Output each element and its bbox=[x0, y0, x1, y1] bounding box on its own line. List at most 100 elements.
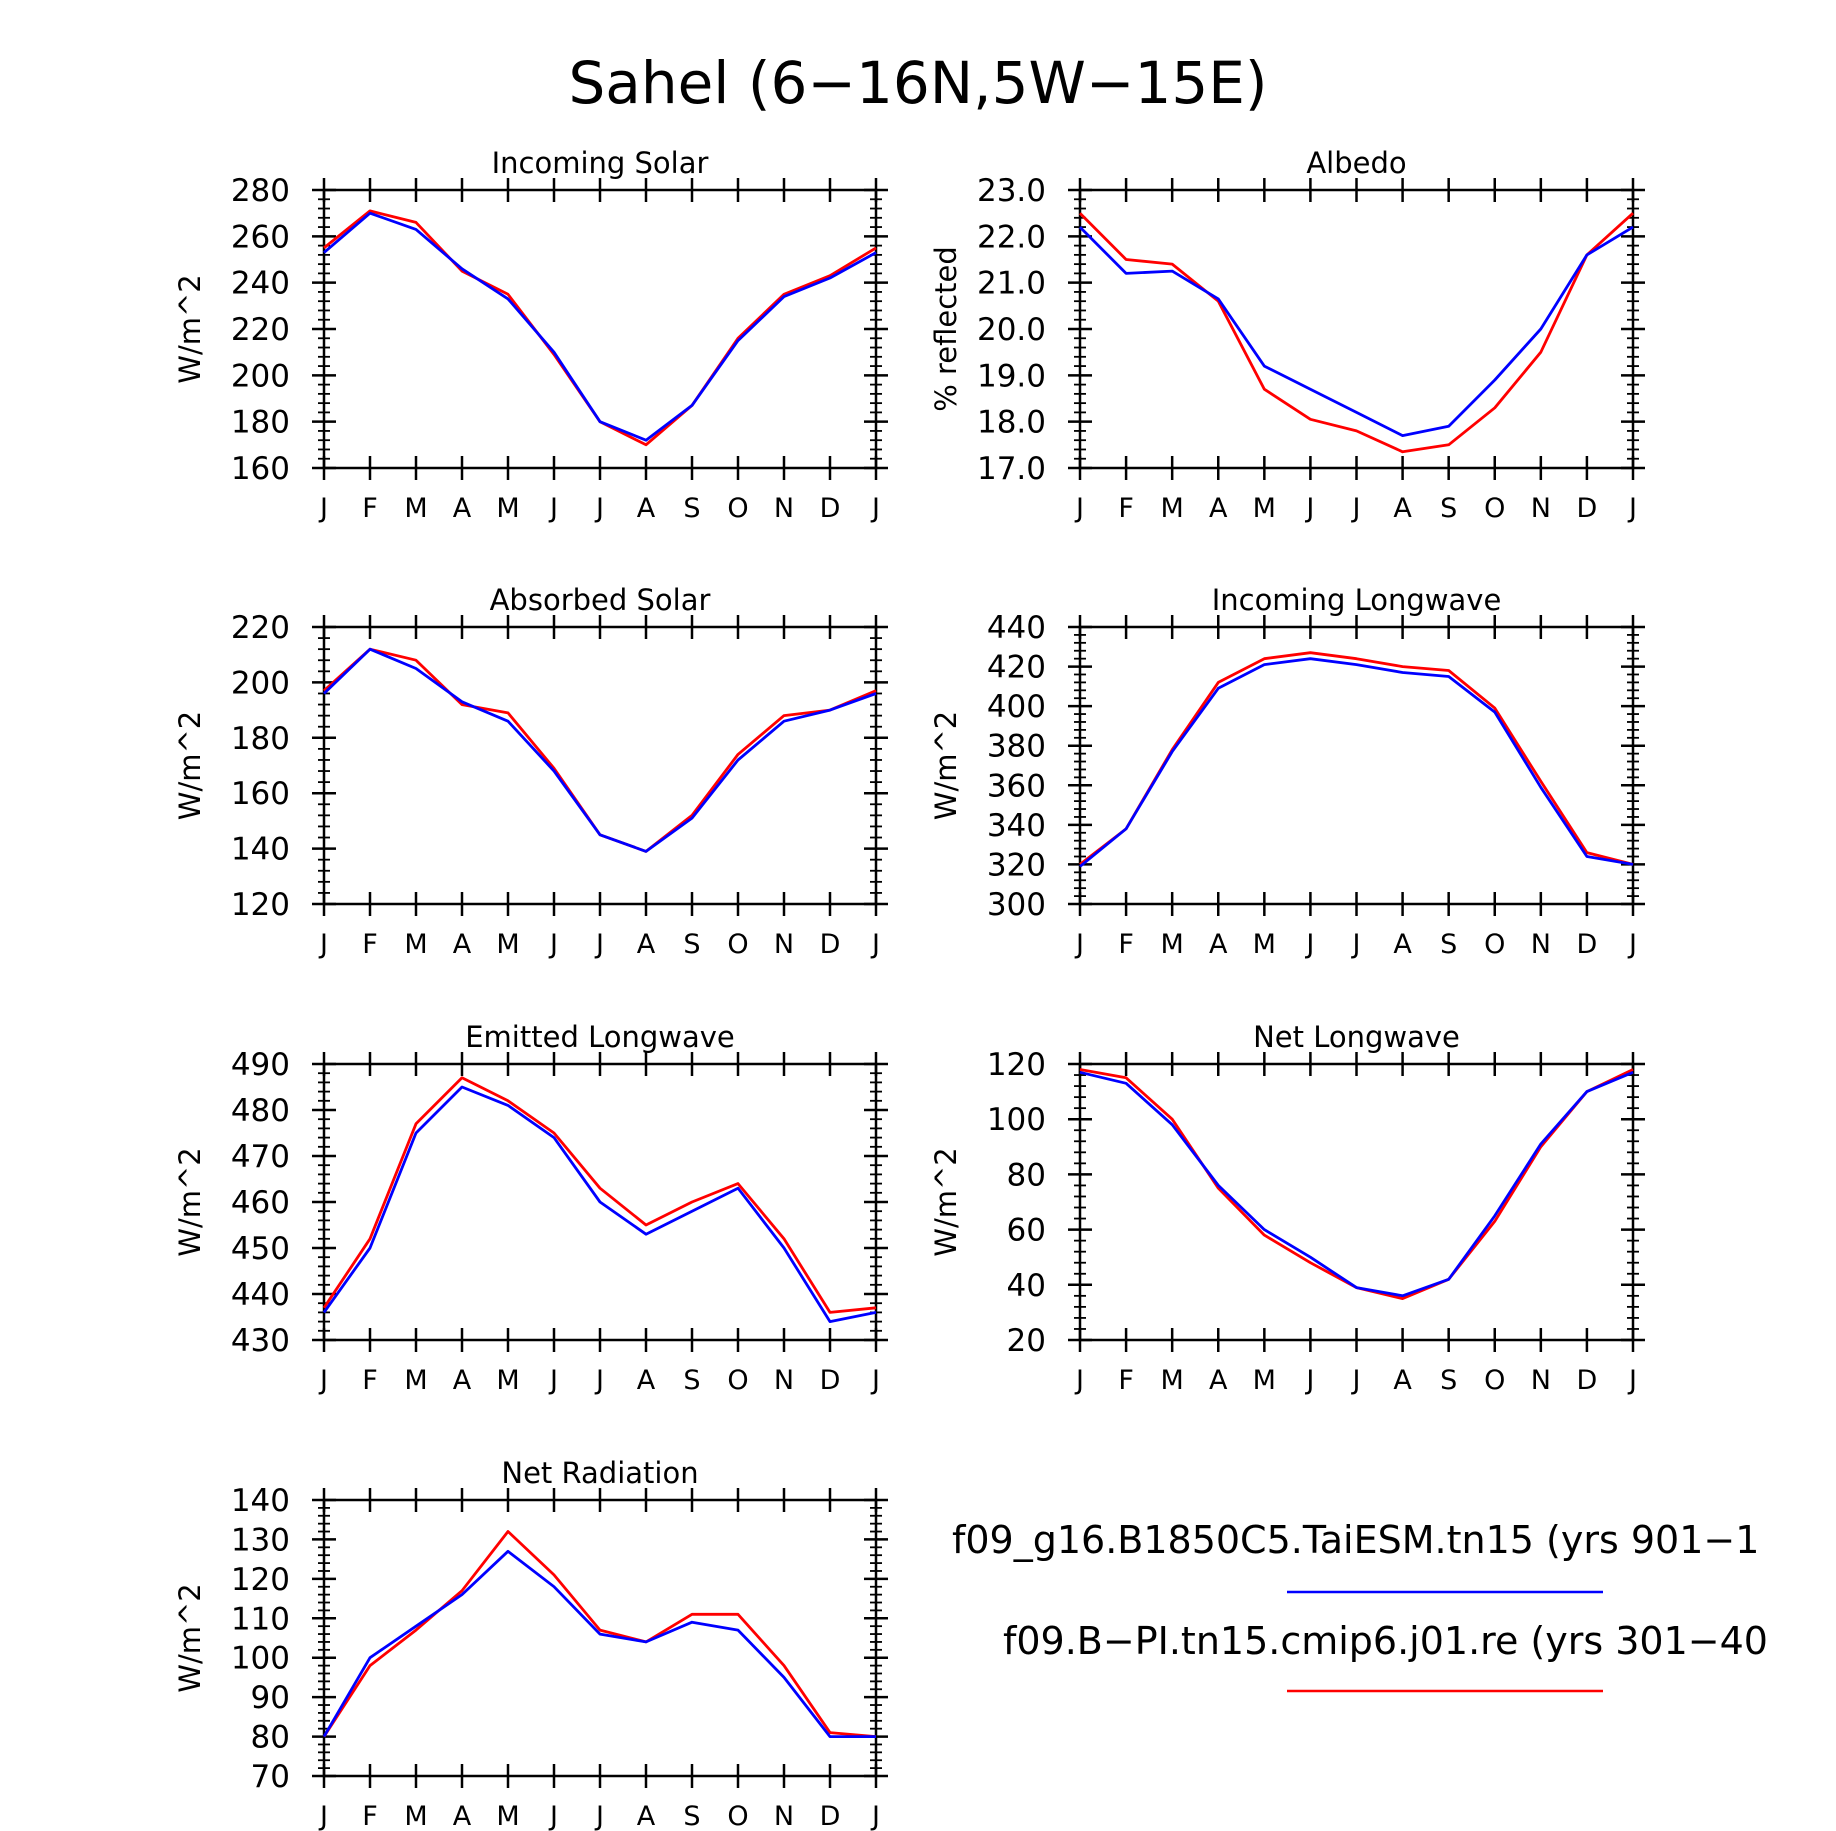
y-tick-label: 120 bbox=[231, 1562, 290, 1598]
x-tick-label: J bbox=[548, 1365, 558, 1396]
y-tick-label: 340 bbox=[987, 808, 1046, 844]
x-tick-label: A bbox=[1209, 493, 1228, 524]
panel-incoming-longwave: J F M A M J J A S O N D J300320340360380400420440Inc… bbox=[929, 583, 1645, 960]
x-tick-label: M bbox=[1253, 929, 1276, 960]
y-tick-label: 320 bbox=[987, 847, 1046, 883]
x-tick-label: M bbox=[496, 1365, 519, 1396]
x-tick-label: J bbox=[1627, 493, 1637, 524]
y-tick-label: 130 bbox=[231, 1522, 290, 1558]
y-tick-label: 80 bbox=[1007, 1157, 1046, 1193]
x-tick-label: J bbox=[1351, 929, 1361, 960]
x-tick-label: J bbox=[870, 493, 880, 524]
y-tick-label: 260 bbox=[231, 219, 290, 255]
y-tick-label: 110 bbox=[231, 1601, 290, 1637]
series-line-red bbox=[322, 1530, 877, 1738]
series-line-red bbox=[1079, 212, 1634, 454]
x-tick-label: J bbox=[870, 1365, 880, 1396]
x-tick-label: S bbox=[683, 1801, 700, 1831]
y-tick-label: 23.0 bbox=[977, 173, 1046, 209]
x-tick-label: M bbox=[1253, 493, 1276, 524]
x-tick-label: J bbox=[1074, 1365, 1084, 1396]
y-tick-label: 70 bbox=[251, 1759, 290, 1795]
x-tick-label: O bbox=[727, 1801, 748, 1831]
y-axis-label: W/m^2 bbox=[173, 711, 207, 820]
y-tick-label: 180 bbox=[231, 721, 290, 757]
x-tick-label: A bbox=[453, 1801, 472, 1831]
x-tick-label: A bbox=[1393, 929, 1412, 960]
x-tick-label: F bbox=[362, 929, 378, 960]
x-tick-label: J bbox=[1304, 929, 1314, 960]
x-tick-label: J bbox=[1627, 929, 1637, 960]
x-tick-label: J bbox=[318, 1365, 328, 1396]
figure-title: Sahel (6−16N,5W−15E) bbox=[568, 49, 1267, 117]
x-tick-label: J bbox=[548, 493, 558, 524]
x-tick-label: A bbox=[453, 929, 472, 960]
x-tick-label: A bbox=[637, 493, 656, 524]
x-tick-label: O bbox=[727, 929, 748, 960]
y-tick-label: 280 bbox=[231, 173, 290, 209]
y-tick-label: 460 bbox=[231, 1185, 290, 1221]
legend: f09_g16.B1850C5.TaiESM.tn15 (yrs 901−1 f… bbox=[952, 1518, 1768, 1693]
x-tick-label: S bbox=[683, 1365, 700, 1396]
x-tick-label: M bbox=[404, 1365, 427, 1396]
y-tick-label: 240 bbox=[231, 266, 290, 302]
y-tick-label: 160 bbox=[231, 776, 290, 812]
y-axis-label: W/m^2 bbox=[929, 1147, 963, 1256]
x-tick-label: M bbox=[1161, 493, 1184, 524]
y-tick-label: 90 bbox=[251, 1680, 290, 1716]
plot-frame bbox=[1078, 188, 1635, 470]
x-tick-label: J bbox=[1074, 929, 1084, 960]
panel-emitted-longwave: J F M A M J J A S O N D J430440450460470480490Emitte… bbox=[173, 1020, 888, 1396]
legend-label-series-b: f09.B−PI.tn15.cmip6.j01.re (yrs 301−40 bbox=[1003, 1619, 1768, 1663]
y-axis-label: W/m^2 bbox=[173, 1147, 207, 1256]
y-tick-label: 21.0 bbox=[977, 266, 1046, 302]
x-tick-label: J bbox=[1074, 493, 1084, 524]
x-tick-label: M bbox=[1161, 929, 1184, 960]
series-line-blue bbox=[1079, 1070, 1634, 1298]
y-tick-label: 120 bbox=[231, 887, 290, 923]
x-tick-label: D bbox=[1577, 493, 1598, 524]
x-tick-label: F bbox=[362, 1801, 378, 1831]
y-axis-label: W/m^2 bbox=[929, 711, 963, 820]
x-tick-label: A bbox=[1393, 493, 1412, 524]
x-tick-label: J bbox=[1351, 493, 1361, 524]
x-tick-label: D bbox=[820, 493, 841, 524]
series-line-red bbox=[323, 647, 877, 853]
y-tick-label: 430 bbox=[231, 1323, 290, 1359]
x-tick-label: M bbox=[496, 493, 519, 524]
x-tick-label: A bbox=[1393, 1365, 1412, 1396]
chart-panels: J F M A M J J A S O N D J160180200220240260280Incomi… bbox=[173, 146, 1645, 1831]
series-line-red bbox=[322, 1076, 877, 1314]
x-tick-label: F bbox=[1118, 1365, 1134, 1396]
x-tick-label: D bbox=[820, 1801, 841, 1831]
y-tick-label: 140 bbox=[231, 1483, 290, 1519]
x-tick-label: J bbox=[870, 1801, 880, 1831]
x-tick-label: A bbox=[453, 1365, 472, 1396]
x-tick-label: N bbox=[1531, 1365, 1551, 1396]
x-tick-label: N bbox=[774, 1801, 794, 1831]
y-tick-label: 360 bbox=[987, 768, 1046, 804]
series-line-red bbox=[1079, 651, 1634, 866]
x-tick-label: N bbox=[774, 493, 794, 524]
y-axis-label: % reflected bbox=[929, 246, 963, 412]
series-line-red bbox=[323, 209, 877, 447]
x-tick-label: N bbox=[1531, 929, 1551, 960]
x-tick-label: A bbox=[1209, 1365, 1228, 1396]
x-tick-label: O bbox=[1484, 1365, 1505, 1396]
x-tick-label: J bbox=[318, 1801, 328, 1831]
x-tick-label: S bbox=[1440, 493, 1457, 524]
x-tick-label: O bbox=[1484, 493, 1505, 524]
y-tick-label: 470 bbox=[231, 1139, 290, 1175]
panel-title: Net Longwave bbox=[1253, 1020, 1460, 1054]
x-tick-label: J bbox=[318, 929, 328, 960]
x-tick-label: J bbox=[548, 1801, 558, 1831]
x-tick-label: J bbox=[1627, 1365, 1637, 1396]
x-tick-label: A bbox=[637, 929, 656, 960]
panel-title: Net Radiation bbox=[501, 1456, 698, 1490]
x-tick-label: O bbox=[1484, 929, 1505, 960]
panel-title: Absorbed Solar bbox=[490, 583, 711, 617]
y-tick-label: 20 bbox=[1007, 1323, 1046, 1359]
x-tick-label: F bbox=[362, 1365, 378, 1396]
